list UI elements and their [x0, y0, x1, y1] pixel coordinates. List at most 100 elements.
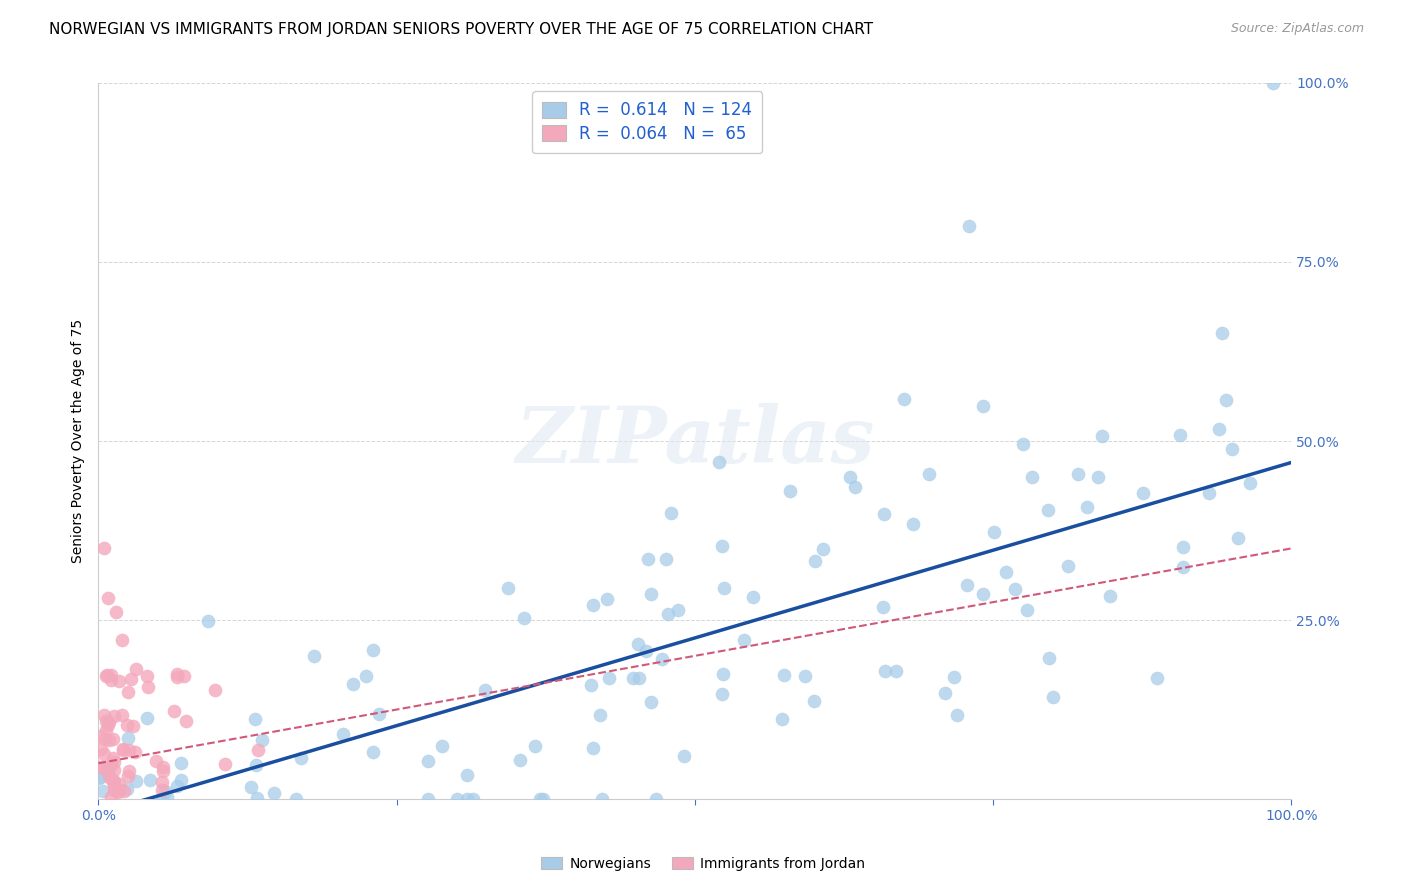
Point: [430, 739, 453, 753]
Point: [97, 717, 120, 731]
Point: [170, 756, 193, 771]
Point: [873, 665, 896, 679]
Point: [794, 668, 817, 682]
Point: [97, 591, 120, 606]
Point: [1076, 500, 1098, 515]
Point: [589, 708, 612, 723]
Point: [1011, 436, 1033, 450]
Point: [90, 741, 112, 756]
Point: [591, 792, 613, 806]
Point: [1239, 475, 1261, 490]
Point: [659, 506, 682, 520]
Point: [872, 599, 894, 614]
Point: [354, 669, 377, 683]
Point: [162, 704, 184, 718]
Point: [166, 666, 188, 681]
Point: [112, 784, 135, 798]
Point: [1146, 672, 1168, 686]
Point: [111, 633, 134, 648]
Point: [596, 591, 619, 606]
Point: [813, 542, 835, 557]
Point: [637, 551, 659, 566]
Point: [153, 783, 176, 797]
Text: ZIPatlas: ZIPatlas: [515, 403, 875, 479]
Point: [284, 792, 307, 806]
Point: [107, 785, 129, 799]
Point: [170, 773, 193, 788]
Point: [105, 605, 128, 619]
Point: [93, 541, 115, 555]
Point: [1168, 428, 1191, 442]
Point: [943, 670, 966, 684]
Legend: Norwegians, Immigrants from Jordan: Norwegians, Immigrants from Jordan: [536, 851, 870, 876]
Point: [513, 611, 536, 625]
Point: [1263, 76, 1285, 90]
Point: [804, 554, 827, 568]
Point: [98, 768, 121, 782]
Point: [1198, 486, 1220, 500]
Point: [108, 674, 131, 689]
Point: [710, 688, 733, 702]
Point: [1227, 531, 1250, 545]
Y-axis label: Seniors Poverty Over the Age of 75: Seniors Poverty Over the Age of 75: [72, 319, 86, 563]
Point: [1099, 590, 1122, 604]
Point: [87, 760, 110, 774]
Text: Source: ZipAtlas.com: Source: ZipAtlas.com: [1230, 22, 1364, 36]
Point: [873, 508, 896, 522]
Point: [1091, 428, 1114, 442]
Point: [918, 467, 941, 481]
Point: [117, 731, 139, 745]
Point: [111, 708, 134, 723]
Point: [1067, 467, 1090, 482]
Point: [1208, 422, 1230, 436]
Point: [250, 732, 273, 747]
Point: [245, 758, 267, 772]
Point: [103, 782, 125, 797]
Point: [496, 581, 519, 595]
Point: [418, 792, 440, 806]
Point: [111, 742, 134, 756]
Point: [135, 669, 157, 683]
Point: [446, 792, 468, 806]
Point: [103, 773, 125, 788]
Point: [152, 760, 174, 774]
Point: [529, 792, 551, 806]
Point: [508, 753, 530, 767]
Point: [136, 681, 159, 695]
Point: [139, 772, 162, 787]
Point: [779, 484, 801, 499]
Point: [621, 671, 644, 685]
Point: [531, 792, 554, 806]
Point: [150, 775, 173, 789]
Point: [972, 399, 994, 413]
Point: [94, 723, 117, 737]
Point: [100, 668, 122, 682]
Point: [770, 712, 793, 726]
Point: [124, 745, 146, 759]
Point: [150, 792, 173, 806]
Point: [994, 566, 1017, 580]
Point: [103, 764, 125, 778]
Point: [120, 672, 142, 686]
Point: [152, 764, 174, 779]
Point: [290, 751, 312, 765]
Point: [361, 642, 384, 657]
Point: [87, 771, 110, 785]
Point: [100, 757, 122, 772]
Point: [342, 677, 364, 691]
Point: [945, 708, 967, 723]
Point: [1057, 559, 1080, 574]
Point: [713, 582, 735, 596]
Point: [103, 779, 125, 793]
Point: [655, 552, 678, 566]
Point: [972, 587, 994, 601]
Point: [627, 671, 650, 685]
Point: [363, 745, 385, 759]
Point: [1004, 582, 1026, 597]
Point: [956, 578, 979, 592]
Point: [474, 682, 496, 697]
Point: [108, 782, 131, 797]
Point: [243, 712, 266, 726]
Point: [89, 771, 111, 785]
Point: [100, 673, 122, 688]
